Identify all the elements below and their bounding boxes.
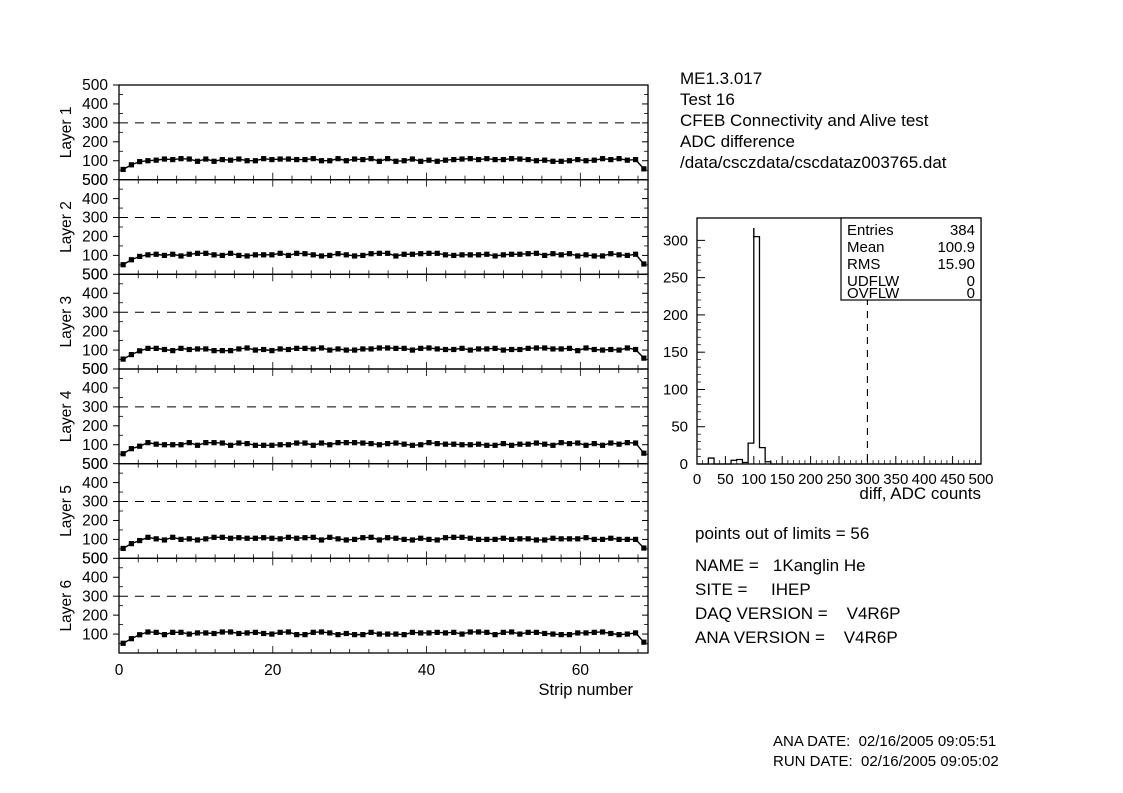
svg-text:500: 500 bbox=[82, 361, 108, 378]
svg-text:Layer 4: Layer 4 bbox=[58, 390, 75, 442]
svg-text:Layer 2: Layer 2 bbox=[58, 201, 75, 253]
svg-text:150: 150 bbox=[770, 471, 795, 488]
svg-text:50: 50 bbox=[671, 419, 688, 436]
svg-text:500: 500 bbox=[82, 172, 108, 189]
svg-text:300: 300 bbox=[82, 494, 108, 511]
svg-text:384: 384 bbox=[950, 222, 975, 239]
svg-text:100.9: 100.9 bbox=[937, 239, 975, 256]
svg-text:200: 200 bbox=[82, 418, 108, 435]
svg-text:100: 100 bbox=[82, 342, 108, 359]
svg-text:200: 200 bbox=[663, 307, 688, 324]
svg-text:0: 0 bbox=[680, 456, 688, 473]
svg-text:Entries: Entries bbox=[847, 222, 894, 239]
svg-text:200: 200 bbox=[82, 323, 108, 340]
svg-text:OVFLW: OVFLW bbox=[847, 285, 900, 302]
svg-text:500: 500 bbox=[82, 551, 108, 568]
svg-text:15.90: 15.90 bbox=[937, 256, 975, 273]
svg-text:0: 0 bbox=[115, 662, 124, 679]
svg-text:300: 300 bbox=[82, 210, 108, 227]
svg-text:100: 100 bbox=[82, 626, 108, 643]
svg-text:200: 200 bbox=[82, 513, 108, 530]
svg-text:RMS: RMS bbox=[847, 256, 880, 273]
svg-text:300: 300 bbox=[82, 399, 108, 416]
svg-text:0: 0 bbox=[693, 471, 701, 488]
svg-text:400: 400 bbox=[82, 475, 108, 492]
svg-text:Mean: Mean bbox=[847, 239, 885, 256]
svg-text:300: 300 bbox=[82, 588, 108, 605]
svg-text:300: 300 bbox=[82, 304, 108, 321]
svg-text:250: 250 bbox=[663, 270, 688, 287]
svg-text:200: 200 bbox=[82, 229, 108, 246]
svg-text:100: 100 bbox=[82, 437, 108, 454]
svg-text:300: 300 bbox=[663, 232, 688, 249]
svg-text:100: 100 bbox=[741, 471, 766, 488]
svg-text:Layer 5: Layer 5 bbox=[58, 485, 75, 537]
svg-text:500: 500 bbox=[82, 77, 108, 94]
svg-text:400: 400 bbox=[82, 569, 108, 586]
svg-text:200: 200 bbox=[82, 134, 108, 151]
svg-text:400: 400 bbox=[82, 380, 108, 397]
svg-text:500: 500 bbox=[82, 267, 108, 284]
svg-text:40: 40 bbox=[418, 662, 436, 679]
svg-text:100: 100 bbox=[82, 153, 108, 170]
svg-text:200: 200 bbox=[82, 607, 108, 624]
svg-text:500: 500 bbox=[82, 456, 108, 473]
svg-text:60: 60 bbox=[572, 662, 590, 679]
svg-text:Layer 3: Layer 3 bbox=[58, 296, 75, 348]
svg-text:150: 150 bbox=[663, 344, 688, 361]
svg-text:100: 100 bbox=[82, 532, 108, 549]
svg-text:100: 100 bbox=[663, 381, 688, 398]
svg-text:400: 400 bbox=[82, 96, 108, 113]
svg-text:400: 400 bbox=[82, 285, 108, 302]
svg-text:Layer 1: Layer 1 bbox=[58, 106, 75, 158]
svg-text:50: 50 bbox=[717, 471, 734, 488]
svg-text:Layer 6: Layer 6 bbox=[58, 580, 75, 632]
svg-text:20: 20 bbox=[264, 662, 282, 679]
svg-text:Strip number: Strip number bbox=[539, 681, 634, 699]
svg-text:400: 400 bbox=[82, 191, 108, 208]
svg-text:100: 100 bbox=[82, 248, 108, 265]
svg-text:300: 300 bbox=[82, 115, 108, 132]
svg-text:0: 0 bbox=[967, 285, 975, 302]
